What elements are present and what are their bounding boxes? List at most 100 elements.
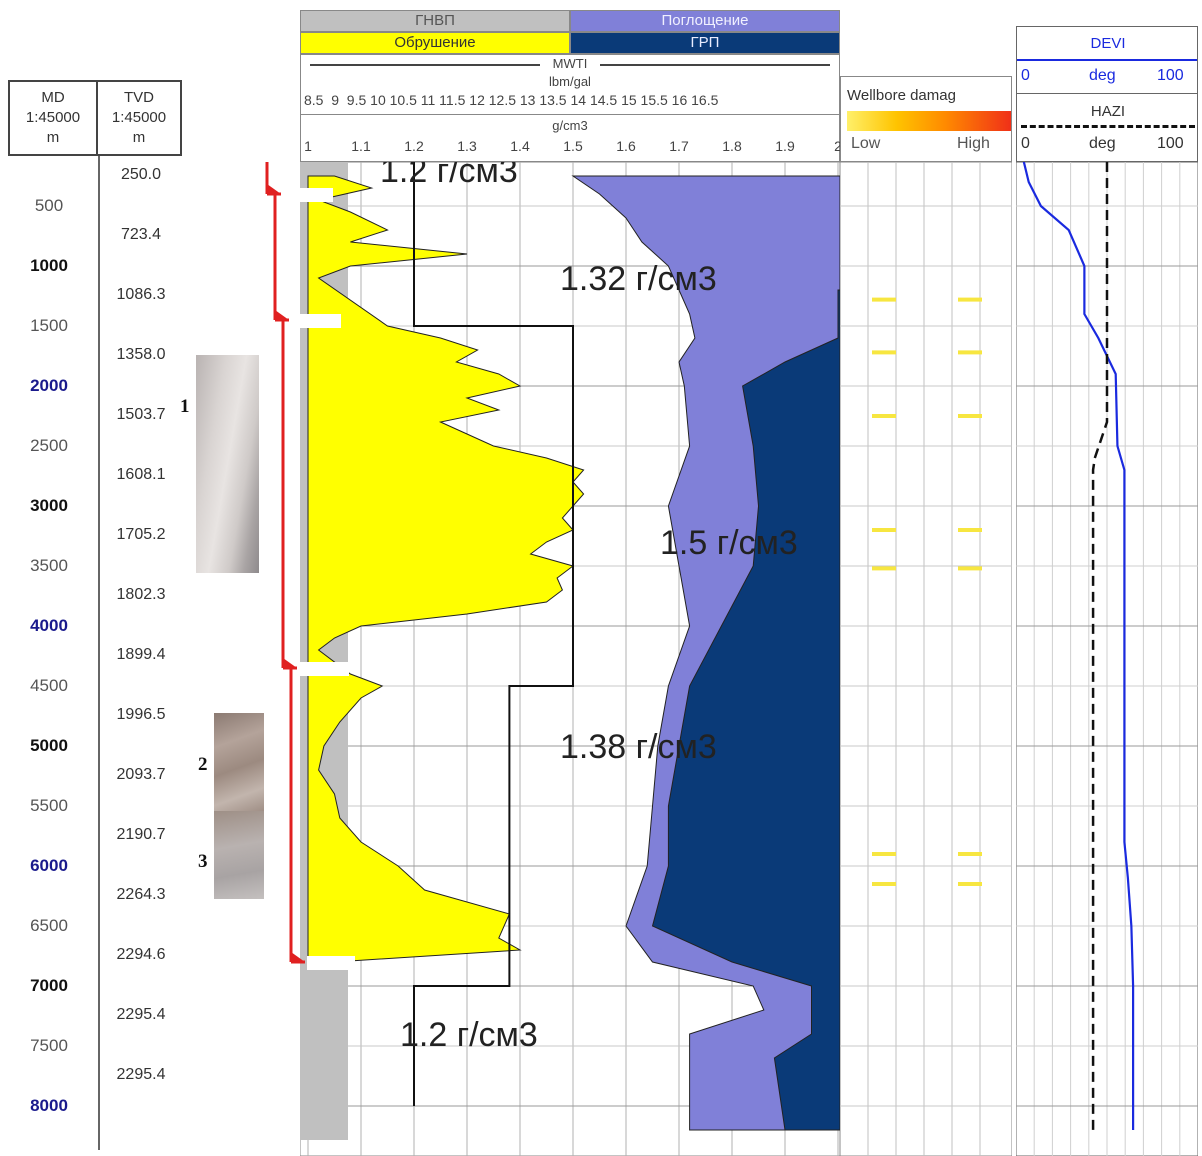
photo-label-3: 3 bbox=[198, 851, 208, 872]
md-label: 8000 bbox=[30, 1096, 68, 1115]
damage-high-label: High bbox=[957, 135, 990, 152]
casing-shoe-marker bbox=[291, 952, 305, 962]
casing-gap bbox=[299, 662, 349, 676]
hazi-scale-line bbox=[1021, 125, 1195, 128]
mud-weight-label: 1.38 г/см3 bbox=[560, 728, 717, 766]
hazi-curve bbox=[1091, 162, 1109, 1130]
md-tvd-divider bbox=[98, 156, 100, 1150]
md-label: 6000 bbox=[30, 856, 68, 875]
md-label: 2500 bbox=[30, 436, 68, 455]
ppg-unit: lbm/gal bbox=[549, 74, 591, 89]
tvd-label: 1802.3 bbox=[116, 586, 166, 603]
legend-collapse: Обрушение bbox=[300, 32, 570, 54]
damage-color-scale bbox=[847, 111, 1011, 131]
devi-scale-line bbox=[1017, 59, 1197, 61]
mud-weight-label: 1.5 г/см3 bbox=[660, 524, 798, 562]
tvd-label: 2295.4 bbox=[116, 1066, 166, 1083]
md-label: 3500 bbox=[30, 556, 68, 575]
ppg-underline bbox=[300, 114, 840, 115]
sg-tick-label: 1.8 bbox=[722, 138, 742, 154]
devi-unit: deg bbox=[1089, 67, 1116, 84]
legend-absorption: Поглощение bbox=[570, 10, 840, 32]
damage-mark bbox=[958, 414, 982, 418]
md-header: MD 1:45000 m bbox=[8, 80, 98, 156]
damage-mark bbox=[872, 882, 896, 886]
sg-tick-label: 1 bbox=[304, 138, 312, 154]
tvd-label: 2190.7 bbox=[116, 826, 166, 843]
trajectory-header: DEVI 0 deg 100 HAZI 0 deg 100 bbox=[1016, 26, 1198, 162]
hazi-max: 100 bbox=[1157, 135, 1184, 152]
damage-mark bbox=[872, 566, 896, 571]
mud-weight-label: 1.2 г/см3 bbox=[380, 162, 518, 190]
core-photo-1 bbox=[196, 355, 259, 573]
sg-unit: g/cm3 bbox=[552, 118, 588, 133]
damage-mark bbox=[958, 350, 982, 355]
tvd-label: 1086.3 bbox=[116, 286, 166, 303]
legend-grp-label: ГРП bbox=[690, 34, 720, 51]
damage-low-label: Low bbox=[851, 135, 881, 152]
tvd-label: 2093.7 bbox=[116, 766, 166, 783]
casing-intervals bbox=[265, 162, 355, 970]
md-label: 7500 bbox=[30, 1036, 68, 1055]
md-label: 1500 bbox=[30, 316, 68, 335]
tvd-label: 250.0 bbox=[120, 166, 162, 183]
md-label: 5500 bbox=[30, 796, 68, 815]
tvd-label: 1996.5 bbox=[116, 706, 166, 723]
damage-mark bbox=[872, 297, 896, 302]
sg-tick-label: 1.9 bbox=[775, 138, 795, 154]
tvd-label: 723.4 bbox=[120, 226, 162, 243]
wellbore-damage-plot bbox=[840, 162, 1012, 1156]
mud-weight-line bbox=[413, 162, 574, 1106]
tvd-unit: m bbox=[132, 129, 146, 146]
md-label: 5000 bbox=[30, 736, 68, 755]
tvd-label: 2295.4 bbox=[116, 1006, 166, 1023]
md-label: 3000 bbox=[30, 496, 68, 515]
devi-curve bbox=[1022, 162, 1135, 1130]
md-scale: 1:45000 bbox=[25, 109, 81, 126]
damage-mark bbox=[872, 350, 896, 355]
tvd-label: 1705.2 bbox=[116, 526, 166, 543]
tvd-scale: 1:45000 bbox=[111, 109, 167, 126]
core-photo-3 bbox=[214, 811, 264, 899]
scale-box bbox=[300, 54, 840, 162]
md-label: 6500 bbox=[30, 916, 68, 935]
core-photo-2 bbox=[214, 713, 264, 811]
tvd-label: 1899.4 bbox=[116, 646, 166, 663]
casing-gap bbox=[283, 188, 333, 202]
damage-mark bbox=[958, 528, 982, 532]
sg-tick-label: 1.5 bbox=[563, 138, 583, 154]
casing-shoe-marker bbox=[283, 658, 297, 668]
damage-header: Wellbore damag Low High bbox=[840, 76, 1012, 162]
mwti-label: MWTI bbox=[540, 56, 600, 71]
legend-collapse-label: Обрушение bbox=[394, 34, 476, 51]
fracture-area bbox=[651, 289, 840, 1131]
damage-mark bbox=[958, 297, 982, 302]
ppg-ticks: 8.5 9 9.5 10 10.5 11 11.5 12 12.5 13 13.… bbox=[304, 92, 719, 108]
damage-mark bbox=[872, 414, 896, 418]
trajectory-plot bbox=[1016, 162, 1198, 1156]
md-label: 4000 bbox=[30, 616, 68, 635]
tvd-header: TVD 1:45000 m bbox=[98, 80, 182, 156]
legend-gnvp: ГНВП bbox=[300, 10, 570, 32]
damage-title: Wellbore damag bbox=[847, 87, 956, 104]
damage-mark bbox=[872, 852, 896, 856]
sg-tick-label: 1.3 bbox=[457, 138, 477, 154]
hazi-title: HAZI bbox=[1090, 103, 1126, 120]
photo-label-2: 2 bbox=[198, 754, 208, 775]
hazi-min: 0 bbox=[1021, 135, 1030, 152]
tvd-label: 1503.7 bbox=[116, 406, 166, 423]
md-label: 500 bbox=[34, 196, 64, 215]
legend-absorption-label: Поглощение bbox=[661, 12, 749, 29]
sg-tick-row: 1 1.1 1.2 1.3 1.4 1.5 1.6 1.7 1.8 1.9 2 bbox=[300, 138, 842, 158]
hazi-unit: deg bbox=[1089, 135, 1116, 152]
depth-track: MD 1:45000 m TVD 1:45000 m bbox=[0, 80, 182, 1150]
sg-tick-label: 1.2 bbox=[404, 138, 424, 154]
tvd-label: 2294.6 bbox=[116, 946, 166, 963]
md-unit: m bbox=[46, 129, 60, 146]
tvd-label: 1608.1 bbox=[116, 466, 166, 483]
sg-tick-label: 1.1 bbox=[351, 138, 371, 154]
tvd-title: TVD bbox=[124, 89, 154, 106]
devi-max: 100 bbox=[1157, 67, 1184, 84]
devi-title: DEVI bbox=[1090, 35, 1126, 52]
damage-mark bbox=[958, 882, 982, 886]
